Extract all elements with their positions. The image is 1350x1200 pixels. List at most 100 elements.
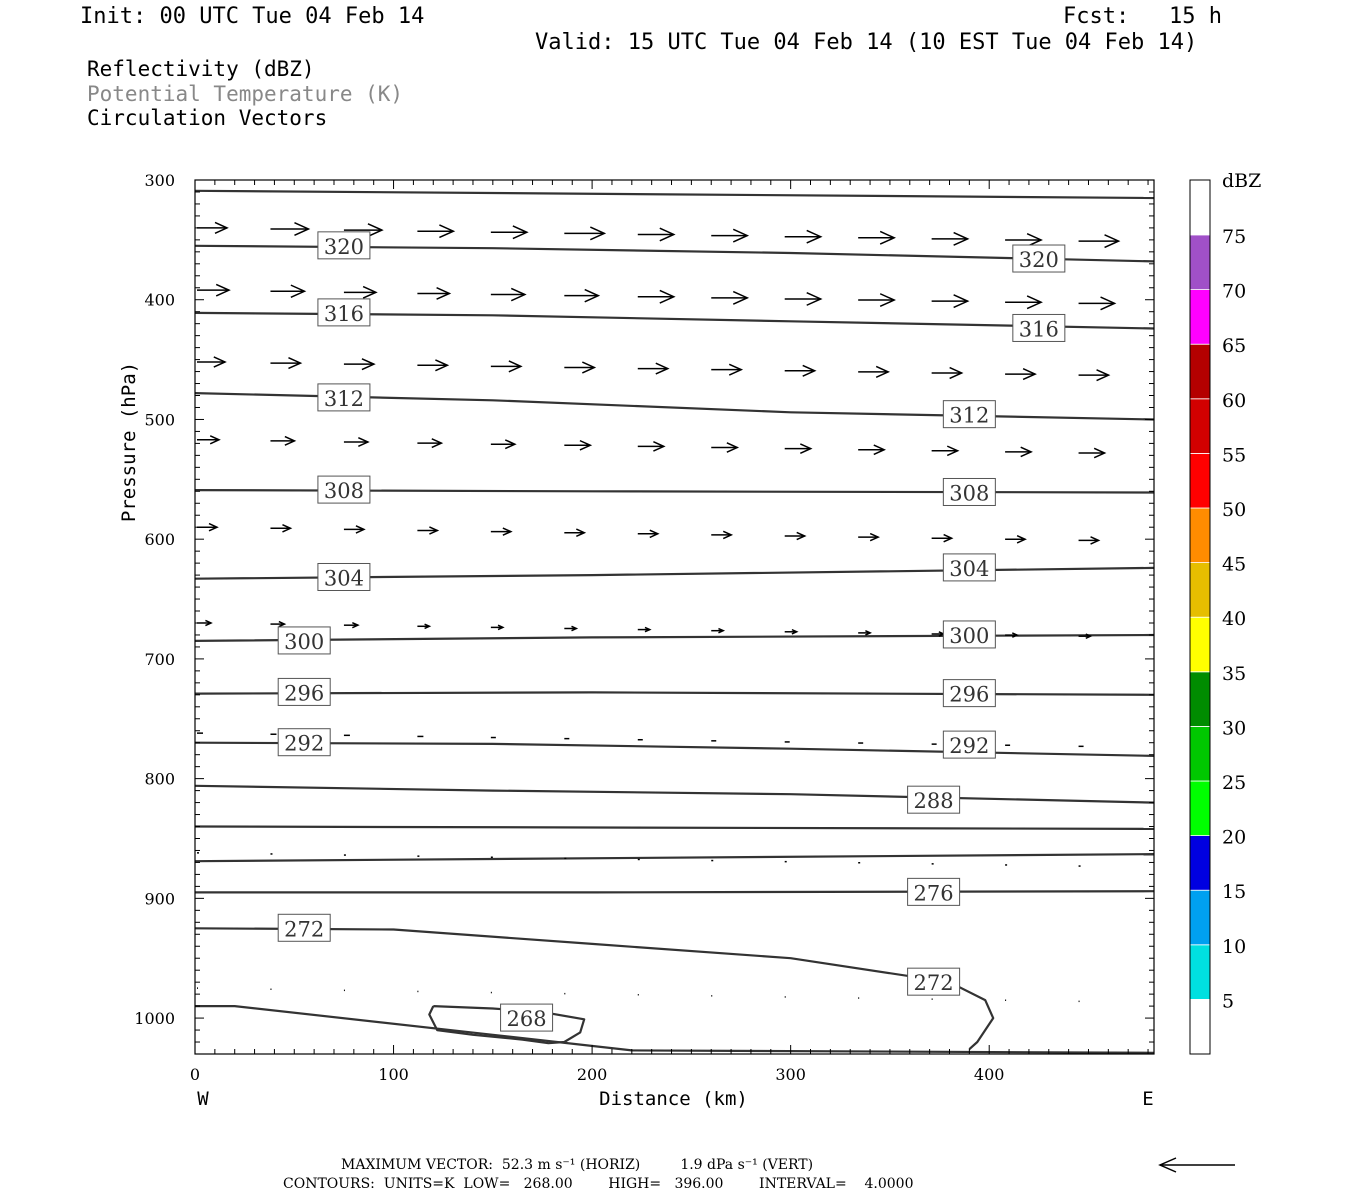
vector-arrowhead bbox=[214, 221, 229, 234]
contour-label-276: 276 bbox=[914, 881, 954, 905]
contour-label-box-296 bbox=[277, 677, 331, 706]
colorbar-label: 30 bbox=[1222, 717, 1246, 739]
colorbar-segment bbox=[1189, 343, 1211, 400]
contour-label-box-292 bbox=[277, 728, 331, 757]
colorbar-outline bbox=[1189, 179, 1211, 1055]
colorbar-segment bbox=[1189, 398, 1211, 454]
x-tick-label: 100 bbox=[378, 1065, 409, 1084]
contour-label-box-312 bbox=[317, 383, 371, 412]
vector-arrowhead bbox=[1093, 447, 1107, 459]
contour-label-320: 320 bbox=[1019, 248, 1059, 272]
vector-arrowhead bbox=[510, 287, 527, 302]
title-potential-temperature: Potential Temperature (K) bbox=[87, 82, 404, 106]
vector-arrowhead bbox=[294, 222, 311, 236]
plot-frame bbox=[194, 179, 1155, 1055]
vector-arrowhead bbox=[288, 356, 303, 370]
contour-label-308: 308 bbox=[324, 479, 364, 503]
contour-300 bbox=[194, 633, 1155, 642]
vector-arrowhead bbox=[728, 363, 744, 376]
contour-label-box-320 bbox=[1012, 244, 1066, 273]
y-tick-label: 300 bbox=[144, 171, 175, 190]
contour-label-box-300 bbox=[942, 620, 996, 649]
vector-arrowhead bbox=[949, 366, 964, 380]
contour-label-300: 300 bbox=[949, 624, 989, 648]
x-axis-label: Distance (km) bbox=[599, 1088, 748, 1110]
colorbar-segment bbox=[1189, 562, 1211, 618]
vector-arrowhead bbox=[508, 360, 523, 373]
vector-arrowhead bbox=[1100, 296, 1117, 311]
forecast-hour: Fcst: 15 h bbox=[1063, 4, 1222, 29]
contour-label-320: 320 bbox=[324, 235, 364, 259]
contour-label-272: 272 bbox=[284, 917, 324, 941]
y-tick-label: 900 bbox=[144, 889, 175, 908]
contour-label-316: 316 bbox=[1019, 317, 1059, 341]
colorbar-segment bbox=[1189, 452, 1211, 509]
vector-arrowhead bbox=[873, 444, 887, 456]
vector-arrowhead bbox=[659, 289, 676, 304]
contour-label-box-272 bbox=[907, 967, 961, 996]
vector-arrowhead bbox=[512, 225, 529, 240]
vector-arrowhead bbox=[946, 445, 960, 457]
y-tick-label: 500 bbox=[144, 410, 175, 429]
reference-vector-arrowhead bbox=[1158, 1157, 1177, 1173]
contour-264 bbox=[195, 1004, 1155, 1054]
vector-arrowhead bbox=[205, 619, 213, 627]
vector-arrowhead bbox=[875, 365, 891, 378]
contour-label-268: 268 bbox=[507, 1007, 547, 1031]
vector-arrowhead bbox=[571, 625, 579, 632]
colorbar-segment bbox=[1189, 780, 1211, 836]
vector-arrowhead bbox=[215, 283, 231, 297]
contour-296 bbox=[194, 691, 1155, 696]
title-circulation-vectors: Circulation Vectors bbox=[87, 106, 328, 130]
vector-arrowhead bbox=[208, 522, 219, 532]
colorbar-label: 15 bbox=[1222, 881, 1246, 903]
vector-arrowhead bbox=[802, 364, 817, 377]
contour-label-box-304 bbox=[942, 553, 996, 582]
vector-arrowhead bbox=[584, 288, 601, 303]
vector-arrowhead bbox=[502, 527, 513, 536]
vector-arrowhead bbox=[355, 525, 366, 534]
colorbar-label: 70 bbox=[1222, 281, 1246, 303]
vector-arrowhead bbox=[732, 290, 750, 305]
contour-label-box-304 bbox=[317, 562, 371, 591]
vector-arrowhead bbox=[1020, 446, 1033, 458]
colorbar-label: 20 bbox=[1222, 827, 1246, 849]
vector-arrowhead bbox=[953, 231, 970, 246]
colorbar-segment bbox=[1189, 507, 1211, 563]
vector-arrowhead bbox=[1011, 632, 1019, 638]
vector-arrowhead bbox=[431, 438, 444, 449]
vector-arrowhead bbox=[209, 435, 221, 445]
contour-label-box-276 bbox=[907, 877, 961, 906]
vector-arrowhead bbox=[579, 439, 593, 451]
x-tick-label: 200 bbox=[577, 1065, 608, 1084]
contour-284 bbox=[194, 825, 1155, 831]
contour-276 bbox=[195, 890, 1155, 894]
vector-arrowhead bbox=[282, 524, 293, 533]
colorbar-label: 50 bbox=[1222, 499, 1246, 521]
x-tick-label: 0 bbox=[190, 1065, 200, 1084]
vector-arrowhead bbox=[497, 624, 505, 631]
colorbar-segment bbox=[1189, 616, 1211, 673]
colorbar-label: 60 bbox=[1222, 390, 1246, 412]
vector-arrowhead bbox=[726, 442, 740, 453]
colorbar-segment bbox=[1189, 835, 1211, 891]
vector-arrowhead bbox=[213, 356, 227, 368]
vector-arrowhead bbox=[718, 627, 726, 634]
vector-arrowhead bbox=[806, 291, 823, 306]
vector-arrowhead bbox=[791, 628, 799, 635]
x-axis-east-label: E bbox=[1142, 1088, 1153, 1110]
colorbar-segment bbox=[1189, 289, 1211, 345]
contour-label-304: 304 bbox=[324, 566, 364, 590]
colorbar-label: 35 bbox=[1222, 663, 1246, 685]
vector-arrowhead bbox=[879, 230, 897, 245]
x-tick-label: 300 bbox=[775, 1065, 806, 1084]
vector-arrowhead bbox=[1022, 367, 1037, 381]
vector-arrowhead bbox=[436, 287, 452, 300]
vector-arrowhead bbox=[284, 435, 297, 446]
y-tick-label: 600 bbox=[144, 530, 175, 549]
contour-label-272: 272 bbox=[914, 971, 954, 995]
contour-label-296: 296 bbox=[284, 681, 324, 705]
vector-arrowhead bbox=[655, 362, 670, 375]
contour-label-box-300 bbox=[277, 626, 331, 655]
